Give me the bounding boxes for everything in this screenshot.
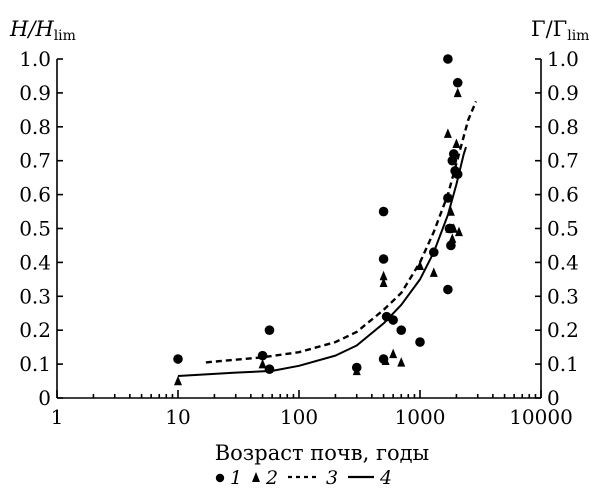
series-1-point (264, 325, 275, 336)
y-tick-label-left: 0.7 (19, 149, 51, 173)
series-2-point (379, 270, 388, 281)
legend-label-1: 1 (230, 467, 242, 489)
series-4-line (177, 146, 467, 377)
y-tick-label-right: 0.1 (547, 352, 579, 376)
y-tick-label-right: 0.2 (547, 318, 579, 342)
y-tick-label-left: 0.1 (19, 352, 51, 376)
y-axis-title-right-main: Γ/Γ (531, 17, 567, 41)
y-tick-label-right: 0 (547, 386, 560, 410)
series-1-point (452, 77, 463, 88)
y-axis-title-right: Γ/Γlim (531, 17, 589, 44)
series-2-point (397, 357, 406, 367)
series-2-point (454, 226, 463, 237)
series-1-point (415, 337, 425, 347)
y-tick-label-right: 0.4 (547, 250, 579, 274)
legend-symbol-2 (252, 472, 260, 482)
series-2-point (446, 206, 455, 216)
series-1-point (388, 315, 398, 325)
series-1-point (378, 254, 389, 264)
y-axis-title-left-sub: lim (54, 28, 76, 44)
series-2-point (174, 375, 182, 386)
x-tick-label: 1 (51, 405, 64, 429)
series-1-point (428, 247, 439, 258)
legend-symbol-1 (215, 473, 225, 483)
y-tick-label-left: 0 (38, 386, 51, 410)
series-lines (177, 100, 478, 377)
y-tick-label-right: 0.8 (547, 115, 579, 139)
series-1-point (448, 149, 459, 159)
series-2-point (389, 348, 398, 359)
series-markers (173, 54, 463, 386)
y-tick-label-right: 0.9 (547, 81, 579, 105)
series-1-point (378, 206, 389, 217)
x-tick-label: 100 (280, 405, 318, 429)
y-tick-label-left: 0.6 (19, 183, 51, 207)
series-1-point (443, 193, 453, 203)
legend-label-2: 2 (265, 467, 278, 489)
y-tick-label-left: 0.8 (19, 115, 51, 139)
y-tick-label-right: 0.5 (547, 217, 579, 241)
y-tick-label-left: 0.2 (19, 318, 51, 342)
series-2-point (449, 223, 458, 233)
y-tick-label-left: 0.4 (19, 250, 51, 274)
series-1-point (396, 325, 407, 336)
legend-label-4: 4 (379, 467, 392, 489)
series-1-point (264, 364, 275, 374)
series-2-point (453, 87, 462, 98)
series-2-point (352, 365, 361, 376)
series-2-point (448, 233, 457, 243)
series-1-point (452, 169, 463, 180)
series-2-point (381, 355, 390, 365)
series-1-point (257, 350, 268, 361)
axes: 0 0 0.1 0.1 0.2 0.2 0.3 0.3 0.4 0.4 0.5 0.5 0.6 0.6 0.… (19, 47, 579, 429)
x-axis-title: Возраст почв, годы (215, 441, 430, 465)
y-tick-label-left: 0.3 (19, 284, 51, 308)
series-3-line (205, 100, 478, 364)
y-axis-title-left: H/Hlim (9, 17, 76, 44)
x-tick-label: 10 (165, 405, 190, 429)
y-axis-title-left-main: H/H (9, 17, 54, 41)
y-tick-label-right: 0.6 (547, 183, 579, 207)
series-2-point (443, 128, 452, 138)
y-tick-label-right: 0.3 (547, 284, 579, 308)
legend: 1 2 3 4 (215, 467, 392, 489)
y-tick-label-right: 1.0 (547, 47, 579, 71)
series-2-point (379, 277, 388, 287)
y-axis-title-right-sub: lim (567, 28, 589, 44)
series-1-point (443, 54, 453, 64)
y-tick-label-right: 0.7 (547, 149, 579, 173)
legend-label-3: 3 (326, 467, 338, 489)
series-2-point (429, 267, 438, 277)
series-1-point (446, 240, 456, 251)
y-tick-label-left: 0.5 (19, 217, 51, 241)
y-tick-label-left: 1.0 (19, 47, 51, 71)
series-2-point (416, 260, 424, 271)
x-tick-label: 10000 (509, 405, 573, 429)
series-1-point (443, 284, 453, 295)
series-1-point (173, 354, 183, 364)
x-tick-label: 1000 (395, 405, 446, 429)
y-tick-label-left: 0.9 (19, 81, 51, 105)
series-2-point (452, 138, 461, 148)
series-2-point (258, 358, 267, 369)
